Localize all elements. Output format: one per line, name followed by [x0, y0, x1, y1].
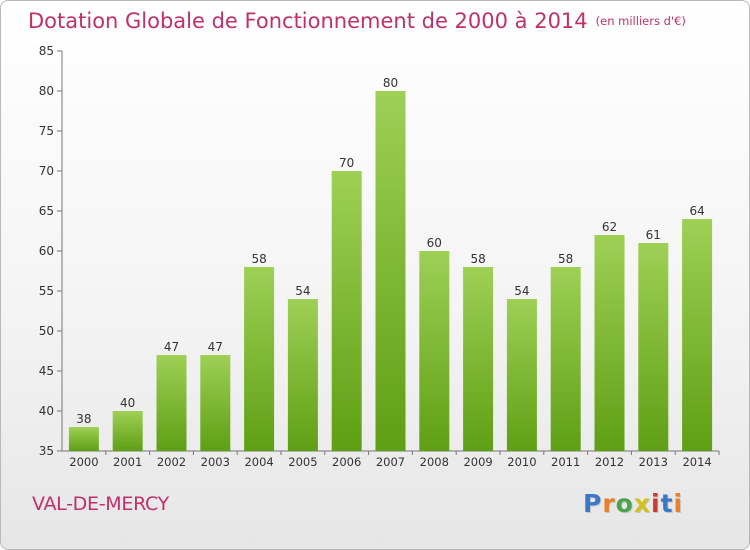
data-label: 54: [514, 284, 529, 298]
y-tick-label: 45: [39, 364, 54, 378]
x-tick-label: 2009: [463, 455, 492, 469]
logo-letter: t: [660, 489, 674, 518]
y-tick-label: 35: [39, 444, 54, 458]
x-tick-label: 2014: [682, 455, 711, 469]
chart-unit-text: (en milliers d'€): [595, 14, 686, 28]
bar-2010: [506, 299, 537, 451]
logo-letter: i: [673, 489, 684, 518]
y-tick-label: 85: [39, 44, 54, 58]
commune-name: VAL-DE-MERCY: [32, 493, 169, 515]
data-label: 47: [164, 340, 179, 354]
bar-2012: [594, 235, 625, 451]
y-axis: 35 40 45 50 55 60 65 70 75 80 85: [39, 44, 63, 458]
data-label: 58: [470, 252, 485, 266]
x-axis: 2000 2001 2002 2003 2004 2005 2006 2007 2008 2009…: [62, 450, 720, 469]
bar-2005: [287, 299, 318, 451]
x-tick-label: 2013: [639, 455, 668, 469]
logo-letter: o: [615, 489, 634, 518]
logo-letter: x: [633, 489, 651, 518]
y-tick-label: 75: [39, 124, 54, 138]
bar-2002: [156, 355, 187, 451]
bar-2013: [638, 243, 669, 451]
x-tick-label: 2000: [69, 455, 98, 469]
bar-2001: [112, 411, 143, 451]
data-label: 47: [208, 340, 223, 354]
proxiti-logo: Proxiti: [583, 489, 683, 518]
x-tick-label: 2012: [595, 455, 624, 469]
bar-2011: [550, 267, 581, 451]
bar-2006: [331, 171, 362, 451]
data-label: 58: [251, 252, 266, 266]
x-tick-label: 2004: [244, 455, 273, 469]
x-tick-label: 2010: [507, 455, 536, 469]
y-tick-label: 65: [39, 204, 54, 218]
x-tick-label: 2007: [376, 455, 405, 469]
bar-2008: [419, 251, 450, 451]
x-tick-label: 2008: [420, 455, 449, 469]
bar-2009: [463, 267, 494, 451]
y-tick-label: 60: [39, 244, 54, 258]
data-label: 61: [646, 228, 661, 242]
chart-title: Dotation Globale de Fonctionnement de 20…: [28, 9, 686, 33]
data-label: 70: [339, 156, 354, 170]
logo-letter: r: [602, 489, 616, 518]
x-tick-label: 2011: [551, 455, 580, 469]
data-label: 64: [689, 204, 704, 218]
bar-2007: [375, 91, 406, 451]
y-tick-label: 40: [39, 404, 54, 418]
data-label: 62: [602, 220, 617, 234]
bar-2003: [200, 355, 231, 451]
data-label: 58: [558, 252, 573, 266]
x-tick-label: 2003: [201, 455, 230, 469]
bar-2004: [244, 267, 275, 451]
bar-2014: [682, 219, 713, 451]
data-label: 38: [76, 412, 91, 426]
x-tick-label: 2005: [288, 455, 317, 469]
y-tick-label: 50: [39, 324, 54, 338]
x-tick-label: 2002: [157, 455, 186, 469]
data-label: 80: [383, 76, 398, 90]
y-tick-label: 70: [39, 164, 54, 178]
data-label: 40: [120, 396, 135, 410]
x-tick-label: 2001: [113, 455, 142, 469]
bars: 38 40 47 47 58 54 70 80 60 58 54 58 62 61 64: [68, 76, 713, 451]
data-label: 54: [295, 284, 310, 298]
data-label: 60: [427, 236, 442, 250]
y-tick-label: 55: [39, 284, 54, 298]
chart-title-text: Dotation Globale de Fonctionnement de 20…: [28, 9, 588, 33]
x-tick-label: 2006: [332, 455, 361, 469]
bar-2000: [68, 427, 99, 451]
logo-letter: i: [651, 489, 661, 518]
logo-letter: P: [583, 489, 603, 518]
y-tick-label: 80: [39, 84, 54, 98]
